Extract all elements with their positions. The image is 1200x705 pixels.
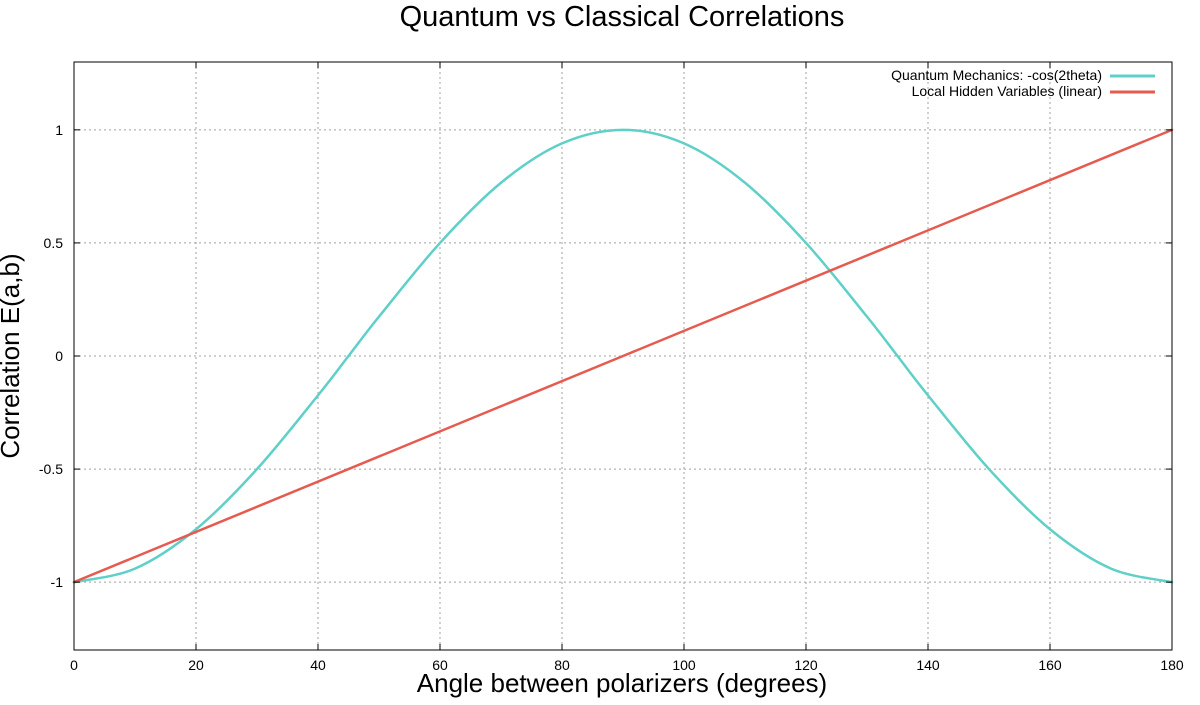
x-tick-label: 100 [672, 657, 696, 673]
x-tick-label: 140 [916, 657, 940, 673]
x-tick-label: 40 [310, 657, 326, 673]
x-tick-label: 160 [1038, 657, 1062, 673]
chart-title: Quantum vs Classical Correlations [400, 1, 845, 33]
y-tick-label: 1 [55, 122, 63, 138]
legend: Quantum Mechanics: -cos(2theta) Local Hi… [891, 67, 1155, 99]
series-layer [72, 128, 1174, 584]
x-tick-label: 80 [554, 657, 570, 673]
legend-label-linear: Local Hidden Variables (linear) [912, 83, 1102, 99]
x-tick-label: 20 [188, 657, 204, 673]
y-tick-label: 0.5 [44, 235, 64, 251]
y-tick-label: -0.5 [39, 461, 63, 477]
legend-label-quantum: Quantum Mechanics: -cos(2theta) [891, 67, 1102, 83]
x-tick-label: 180 [1160, 657, 1184, 673]
x-tick-label: 0 [70, 657, 78, 673]
x-tick-label: 60 [432, 657, 448, 673]
x-axis-label: Angle between polarizers (degrees) [417, 668, 827, 698]
y-tick-label: 0 [55, 348, 63, 364]
y-axis-label: Correlation E(a,b) [0, 253, 25, 458]
x-tick-label: 120 [794, 657, 818, 673]
series-line-quantum [72, 128, 1174, 584]
axis-ticks: 0 20 40 60 80 100 120 140 160 180 -1 -0.5 0 0.5 1 [39, 62, 1184, 673]
y-tick-label: -1 [51, 574, 64, 590]
series-line-linear [72, 128, 1174, 584]
